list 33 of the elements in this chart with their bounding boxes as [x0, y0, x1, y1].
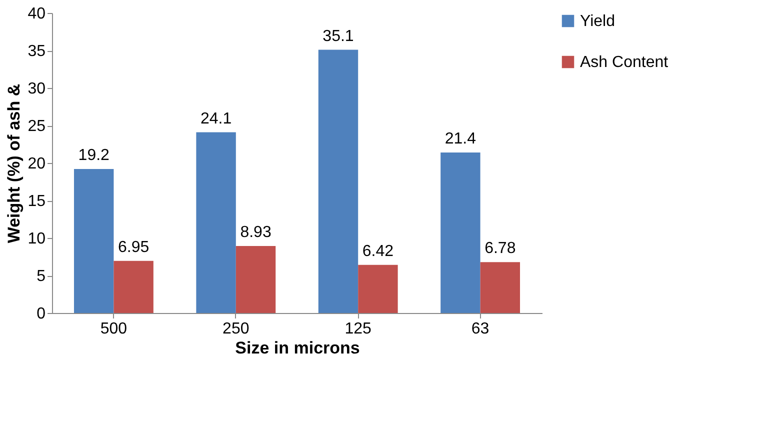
- x-tick-label: 250: [222, 320, 250, 338]
- x-tick-label: 500: [100, 320, 128, 338]
- y-tick-label: 5: [36, 268, 46, 285]
- data-label: 21.4: [444, 130, 476, 148]
- bar: [114, 260, 154, 313]
- data-label: 19.2: [78, 147, 110, 164]
- y-tick-label: 20: [28, 156, 46, 172]
- data-label: 24.1: [200, 110, 232, 128]
- bar: [440, 152, 480, 313]
- x-tick-label: 125: [344, 320, 372, 338]
- bar: [358, 264, 398, 313]
- data-label: 6.42: [362, 242, 394, 260]
- y-tick-label: 25: [28, 118, 46, 135]
- data-label: 8.93: [240, 224, 272, 242]
- data-label: 35.1: [322, 28, 354, 45]
- y-tick-label: 10: [28, 230, 46, 248]
- data-label: 6.95: [118, 238, 150, 256]
- legend-label: Ash Content: [580, 54, 669, 71]
- y-tick-label: 40: [28, 6, 46, 22]
- bar: [236, 246, 276, 313]
- y-tick-label: 30: [28, 80, 46, 98]
- bar: [74, 169, 114, 313]
- x-tick-label: 63: [471, 320, 490, 338]
- bar: [480, 262, 520, 313]
- y-tick-label: 35: [28, 43, 46, 60]
- y-tick-label: 0: [36, 306, 46, 322]
- y-tick-label: 15: [28, 193, 46, 210]
- bar: [196, 132, 236, 313]
- legend-label: Yield: [580, 13, 615, 30]
- y-axis-title: Weight (%) of ash &: [4, 84, 24, 244]
- x-axis-title: Size in microns: [235, 338, 360, 358]
- bar: [318, 50, 358, 313]
- data-label: 6.78: [484, 240, 516, 258]
